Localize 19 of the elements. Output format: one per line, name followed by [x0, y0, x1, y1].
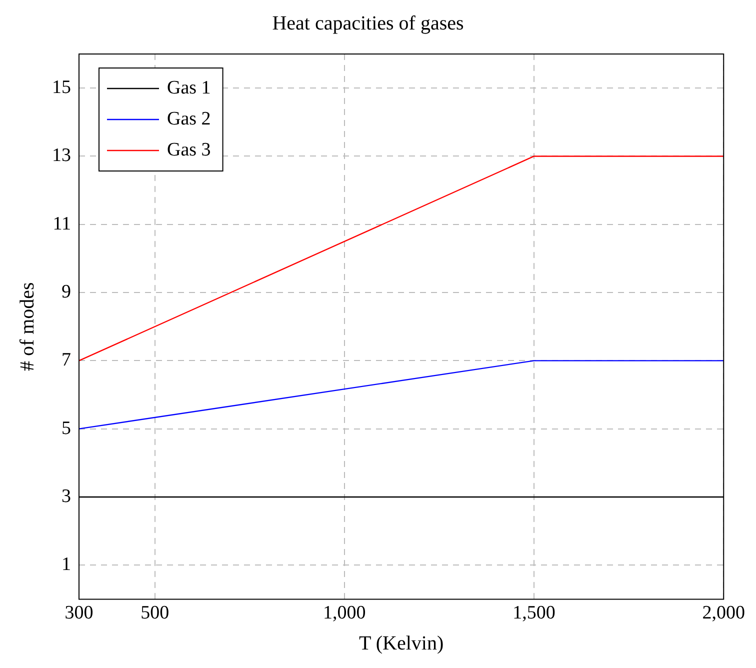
legend-label: Gas 2 [167, 108, 211, 130]
y-tick-label: 5 [62, 418, 71, 439]
y-tick-label: 7 [62, 350, 71, 371]
chart-title: Heat capacities of gases [272, 12, 464, 34]
x-tick-label: 1,000 [323, 602, 366, 624]
y-axis-title: # of modes [16, 282, 38, 372]
y-tick-label: 9 [62, 282, 71, 303]
x-tick-label: 2,000 [702, 602, 745, 624]
y-tick-label: 3 [62, 486, 71, 507]
x-tick-label: 500 [140, 602, 170, 624]
legend-label: Gas 3 [167, 139, 211, 160]
y-tick-label: 13 [52, 145, 71, 166]
y-tick-label: 1 [62, 554, 71, 576]
legend-label: Gas 1 [167, 77, 211, 98]
y-tick-label: 11 [52, 213, 71, 234]
y-tick-label: 15 [52, 77, 71, 98]
x-axis-title: T (Kelvin) [359, 632, 444, 654]
x-tick-label: 1,500 [512, 602, 556, 624]
x-tick-label: 300 [64, 602, 94, 624]
